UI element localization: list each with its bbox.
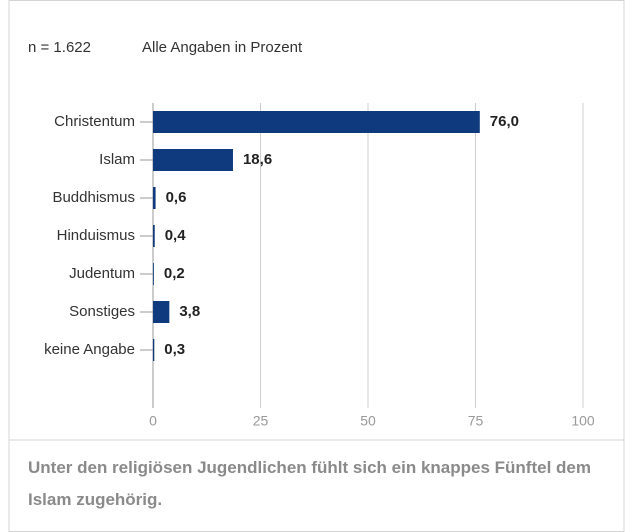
caption: Unter den religiösen Jugendlichen fühlt …	[28, 458, 591, 509]
unit-note: Alle Angaben in Prozent	[142, 39, 303, 56]
y-tick-label: Sonstiges	[69, 303, 135, 320]
data-label: 0,2	[164, 265, 185, 282]
y-tick-label: keine Angabe	[44, 341, 135, 358]
y-tick-label: Buddhismus	[52, 189, 135, 206]
data-label: 3,8	[179, 303, 200, 320]
x-tick-label: 50	[360, 413, 376, 429]
bar	[153, 339, 155, 361]
data-label: 0,3	[164, 341, 185, 358]
y-tick-label: Christentum	[54, 113, 135, 130]
bar	[153, 263, 154, 285]
bar	[153, 225, 155, 247]
bar	[153, 111, 480, 133]
x-tick-label: 100	[571, 413, 595, 429]
x-tick-label: 0	[149, 413, 157, 429]
y-tick-label: Judentum	[69, 265, 135, 282]
data-label: 18,6	[243, 151, 272, 168]
bar	[153, 149, 233, 171]
x-tick-label: 75	[468, 413, 484, 429]
bar	[153, 301, 170, 323]
x-tick-label: 25	[253, 413, 269, 429]
bar	[153, 187, 156, 209]
y-tick-label: Islam	[99, 151, 135, 168]
data-label: 0,4	[165, 227, 187, 244]
data-label: 0,6	[166, 189, 187, 206]
y-tick-label: Hinduismus	[57, 227, 135, 244]
sample-size: n = 1.622	[28, 39, 91, 56]
data-label: 76,0	[490, 113, 519, 130]
